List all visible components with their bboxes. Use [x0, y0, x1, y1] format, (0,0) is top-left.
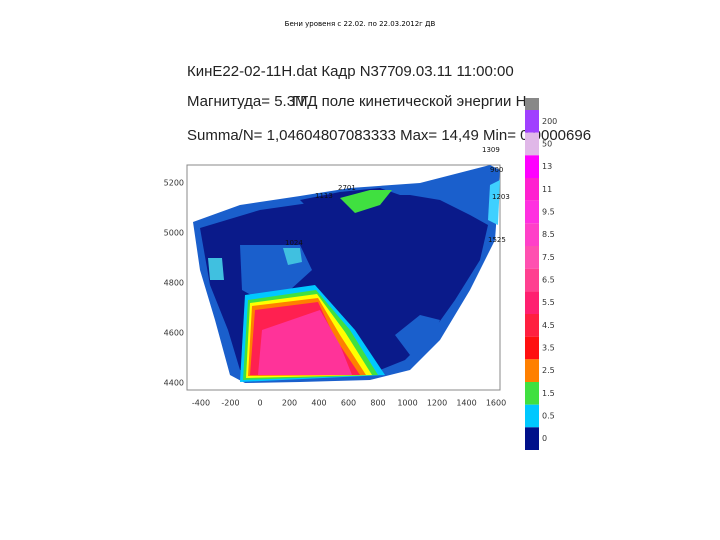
- colorbar-swatch: [525, 155, 539, 178]
- x-tick-label: 1400: [456, 399, 476, 408]
- colorbar-label: 1.5: [542, 389, 555, 398]
- y-tick-label: 4400: [164, 379, 184, 388]
- colorbar-swatch: [525, 132, 539, 156]
- colorbar-label: 11: [542, 185, 552, 194]
- x-tick-label: 600: [341, 399, 356, 408]
- colorbar-swatch: [525, 336, 539, 360]
- colorbar-label: 0: [542, 434, 547, 443]
- colorbar-label: 4.5: [542, 321, 555, 330]
- colorbar-swatch: [525, 404, 539, 428]
- x-tick-label: 1600: [486, 399, 506, 408]
- colorbar-label: 50: [542, 140, 552, 149]
- colorbar-swatch: [525, 110, 539, 133]
- annotation: 1113: [315, 192, 333, 200]
- colorbar-swatch: [525, 314, 539, 337]
- header-magnitude: Магнитуда= 5.3М: [187, 93, 308, 110]
- annotation: 1024: [285, 239, 303, 247]
- colorbar-label: 7.5: [542, 253, 555, 262]
- colorbar-label: 8.5: [542, 230, 555, 239]
- header-summary: Summa/N= 1,04604807083333 Max= 14,49 Min…: [187, 127, 591, 144]
- colorbar-label: 5.5: [542, 298, 555, 307]
- x-tick-label: -200: [221, 399, 239, 408]
- annotation: 900: [490, 166, 503, 174]
- colorbar-swatch: [525, 178, 539, 201]
- x-tick-label: 800: [370, 399, 385, 408]
- y-tick-label: 5000: [164, 229, 184, 238]
- colorbar-swatch: [525, 246, 539, 269]
- x-tick-label: 400: [311, 399, 326, 408]
- colorbar-swatch: [525, 223, 539, 246]
- x-tick-label: 200: [282, 399, 297, 408]
- y-tick-label: 4600: [164, 329, 184, 338]
- annotation: 1203: [492, 193, 510, 201]
- colorbar-label: 200: [542, 117, 557, 126]
- x-tick-label: -400: [192, 399, 210, 408]
- x-tick-label: 0: [257, 399, 262, 408]
- colorbar-label: 0.5: [542, 412, 555, 421]
- colorbar-label: 6.5: [542, 276, 555, 285]
- x-tick-label: 1200: [427, 399, 447, 408]
- x-tick-label: 1000: [397, 399, 417, 408]
- header-file: КинЕ22-02-11Н.dat Кадр N377: [187, 63, 396, 80]
- annotation: 2701: [338, 184, 356, 192]
- colorbar-swatch: [525, 268, 539, 292]
- contour-map: [193, 165, 500, 383]
- y-tick-label: 4800: [164, 279, 184, 288]
- colorbar-swatch: [525, 359, 539, 382]
- colorbar-cap: [525, 98, 539, 110]
- annotation: 1525: [488, 236, 506, 244]
- colorbar-swatch: [525, 200, 539, 224]
- colorbar-swatch: [525, 291, 539, 314]
- colorbar-label: 13: [542, 162, 552, 171]
- colorbar-swatch: [525, 382, 539, 405]
- header-field: ГГД поле кинетической энергии Н.: [292, 93, 531, 110]
- colorbar-label: 3.5: [542, 344, 555, 353]
- colorbar-label: 2.5: [542, 366, 555, 375]
- y-tick-label: 5200: [164, 179, 184, 188]
- colorbar-label: 9.5: [542, 208, 555, 217]
- header-datetime: 09.03.11 11:00:00: [395, 63, 514, 80]
- slide-title: Бени уровеня с 22.02. по 22.03.2012г ДВ: [285, 20, 436, 28]
- annotation: 1309: [482, 146, 500, 154]
- colorbar-swatch: [525, 427, 539, 450]
